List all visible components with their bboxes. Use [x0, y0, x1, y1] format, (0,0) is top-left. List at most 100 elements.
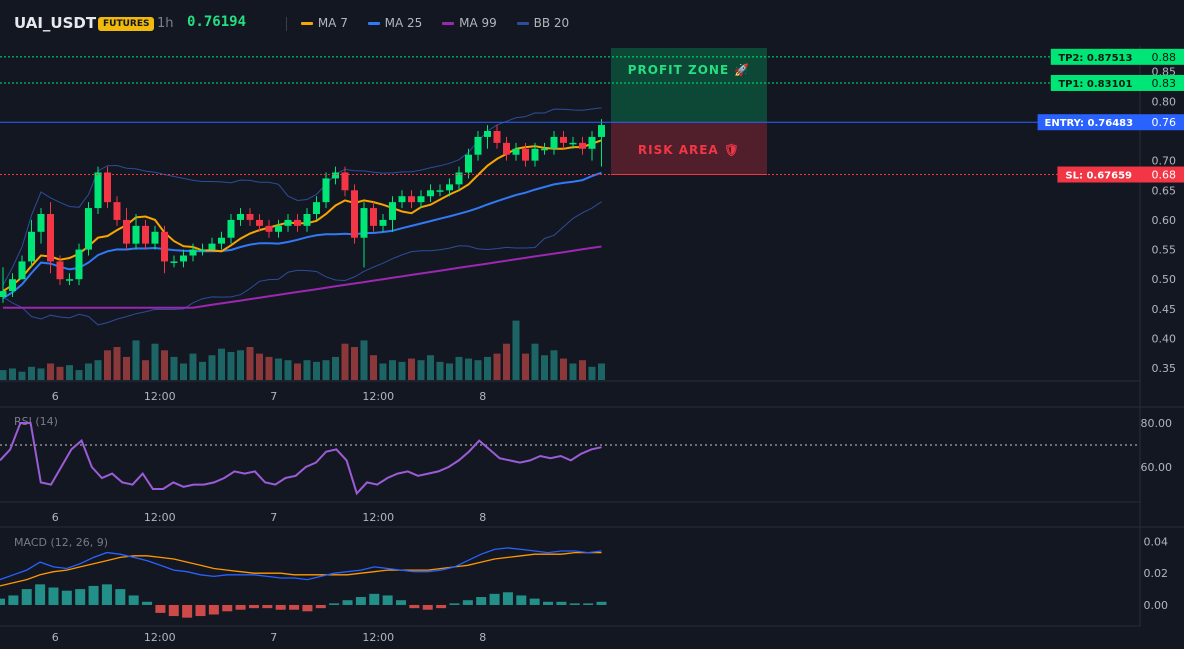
volume-bar: [142, 360, 149, 380]
tp2-tag: [1050, 48, 1140, 65]
volume-bar: [550, 350, 558, 380]
candle-body: [341, 172, 349, 191]
legend-bb20[interactable]: BB 20: [516, 16, 569, 30]
rsi-pane[interactable]: RSI (14) 80.00 60.00: [0, 415, 1172, 496]
candle-body: [436, 190, 444, 192]
macd-hist-bar: [342, 600, 353, 605]
tp1-axis-value: 0.83: [1152, 77, 1177, 90]
candle-body: [313, 202, 320, 214]
level-labels: TP2: 0.87513 0.88 TP1: 0.83101 0.83 ENTRY: 0…: [0, 48, 1184, 183]
macd-hist-bar: [0, 598, 5, 605]
candle-body: [598, 125, 605, 137]
macd-hist-bar: [355, 597, 366, 605]
volume-bar: [389, 360, 396, 380]
volume-bar: [132, 340, 140, 380]
macd-tick-label: 0.00: [1144, 599, 1169, 612]
ma25-line: [2, 171, 602, 300]
legend-ma7[interactable]: MA 7: [300, 16, 348, 30]
macd-hist-bar: [235, 604, 246, 610]
time-tick-label: 7: [270, 511, 277, 524]
macd-hist-bar: [315, 604, 326, 609]
legend-ma99[interactable]: MA 99: [442, 16, 497, 30]
candle-body: [569, 142, 577, 145]
candle-body: [227, 219, 235, 238]
time-tick-label: 8: [479, 631, 486, 644]
price-tick-label: 0.65: [1152, 184, 1177, 197]
time-tick-label: 8: [479, 390, 486, 403]
time-tick-label: 12:00: [362, 511, 394, 524]
candle-body: [113, 202, 121, 220]
macd-pane[interactable]: MACD (12, 26, 9) 0.04 0.02 0.00: [0, 536, 1168, 618]
candle-body: [389, 202, 396, 220]
volume-bar: [598, 363, 605, 380]
macd-hist-bar: [182, 604, 193, 618]
volume-bar: [398, 361, 406, 380]
chart-header: UAI_USDT FUTURES 1h 0.76194 MA 7 MA 25 M…: [0, 0, 1184, 46]
candle-body: [284, 219, 292, 226]
volume-bar: [569, 363, 577, 380]
candle-body: [9, 279, 16, 292]
price-tick-label: 0.55: [1152, 244, 1177, 257]
volume-bar: [579, 360, 586, 380]
symbol-title[interactable]: UAI_USDT: [14, 14, 97, 32]
entry-tag-label: ENTRY: 0.76483: [1045, 118, 1134, 129]
macd-hist-bar: [382, 595, 393, 605]
indicator-legend: MA 7 MA 25 MA 99 BB 20: [286, 16, 585, 32]
candle-body: [37, 214, 45, 232]
time-tick-label: 8: [479, 511, 486, 524]
candle-body: [151, 231, 159, 244]
entry-tag: [1037, 114, 1140, 131]
bb-upper-line: [2, 107, 602, 286]
price-tick-label: 0.35: [1152, 362, 1177, 375]
volume-bar: [351, 347, 358, 380]
volume-bar: [313, 361, 320, 380]
time-tick-label: 6: [52, 390, 59, 403]
volume-bar: [332, 356, 339, 380]
legend-divider: [286, 16, 287, 31]
macd-hist-bar: [75, 589, 86, 605]
volume-bar: [484, 356, 491, 380]
macd-hist-bar: [596, 601, 607, 605]
candle-body: [161, 231, 168, 262]
time-tick-label: 7: [270, 390, 277, 403]
candle-body: [132, 225, 140, 244]
macd-hist-bar: [289, 604, 300, 610]
candle-body: [408, 196, 415, 203]
price-pane[interactable]: [0, 107, 605, 380]
sl-tag-label: SL: 0.67659: [1065, 171, 1132, 182]
tp1-tag: [1050, 74, 1140, 91]
volume-bar: [560, 358, 567, 380]
macd-hist-bar: [329, 603, 340, 605]
last-price: 0.76194: [187, 14, 247, 30]
volume-bar: [199, 361, 206, 380]
candle-body: [123, 219, 130, 244]
futures-badge: FUTURES: [98, 17, 155, 31]
volume-bar: [455, 356, 463, 380]
rsi-line: [0, 422, 602, 496]
macd-hist-bar: [168, 604, 179, 617]
timeframe-selector[interactable]: 1h: [157, 16, 174, 31]
candle-body: [322, 178, 330, 203]
volume-bar: [360, 340, 368, 380]
candle-body: [446, 184, 453, 191]
candle-body: [180, 255, 187, 262]
candle-body: [379, 219, 387, 226]
candle-body: [218, 237, 225, 244]
volume-bar: [85, 363, 92, 380]
sl-tag: [1057, 166, 1140, 183]
volume-bar: [113, 347, 121, 380]
volume-bar: [370, 355, 377, 380]
time-tick-label: 12:00: [144, 631, 176, 644]
volume-bar: [9, 368, 16, 380]
candle-body: [189, 249, 197, 256]
risk-zone: [611, 122, 767, 175]
macd-hist-bar: [556, 601, 567, 605]
macd-hist-bar: [195, 604, 206, 617]
legend-ma25[interactable]: MA 25: [367, 16, 422, 30]
candle-body: [104, 172, 111, 203]
candle-body: [199, 249, 206, 252]
candle-body: [28, 231, 35, 262]
macd-hist-bar: [142, 601, 153, 605]
price-tick-label: 0.70: [1152, 155, 1177, 168]
